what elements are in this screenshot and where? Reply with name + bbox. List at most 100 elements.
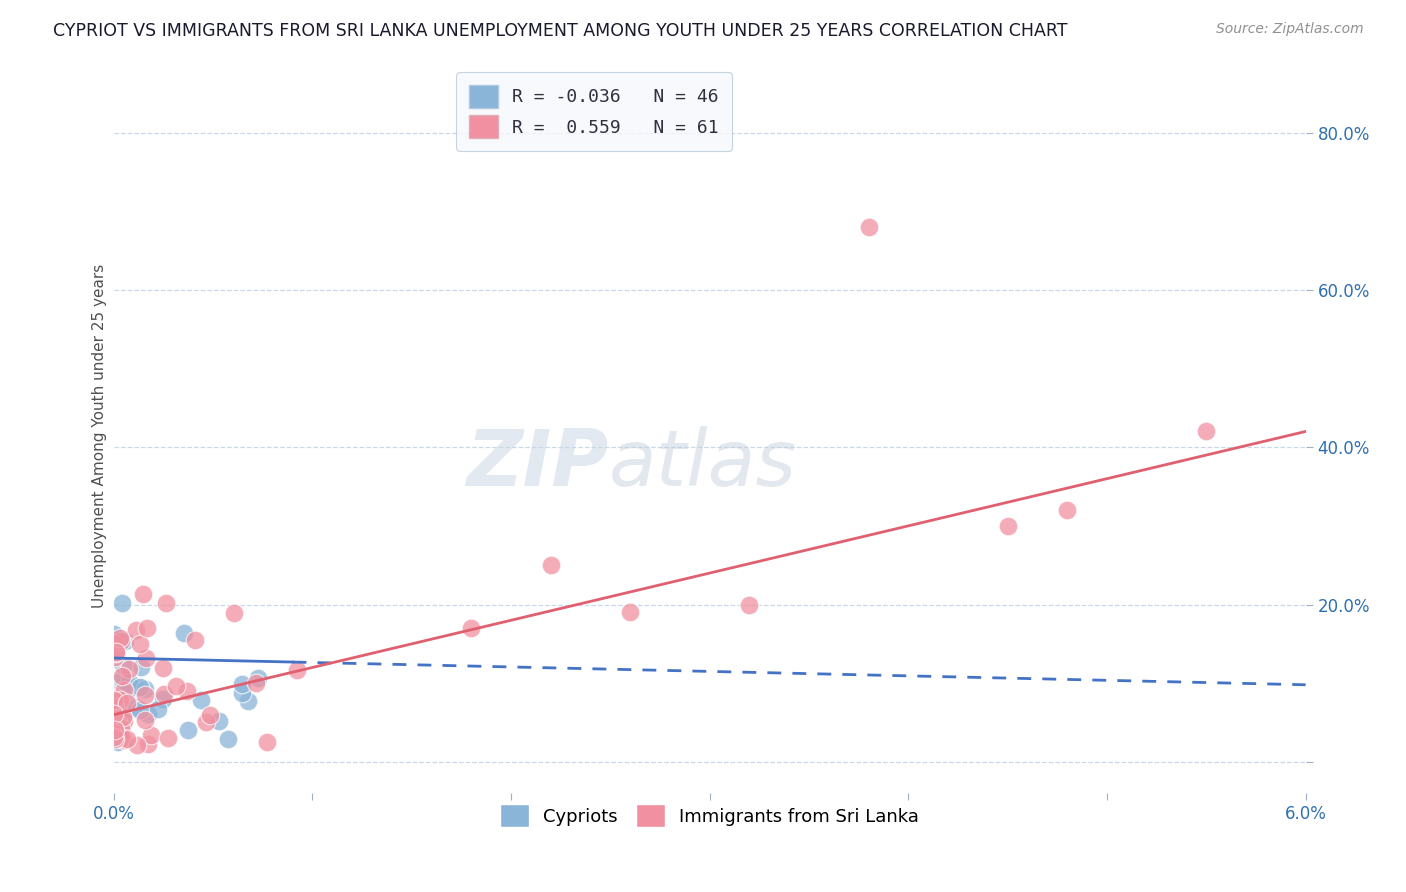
Point [103, 697, 125, 711]
Point [111, 657, 134, 672]
Y-axis label: Unemployment Among Youth under 25 years: Unemployment Among Youth under 25 years [93, 263, 107, 607]
Text: atlas: atlas [609, 426, 796, 502]
Point [141, 728, 163, 742]
Point [115, 697, 138, 711]
Text: ZIP: ZIP [467, 426, 609, 502]
Point [108, 717, 131, 731]
Point [129, 660, 152, 674]
Point [112, 679, 135, 693]
Point [111, 731, 134, 746]
Point [1056, 503, 1078, 517]
Point [127, 738, 149, 752]
Point [103, 726, 125, 740]
Point [184, 632, 207, 647]
Point [125, 700, 148, 714]
Point [115, 686, 138, 700]
Point [107, 723, 129, 738]
Point [103, 706, 125, 721]
Point [858, 219, 880, 234]
Point [103, 720, 125, 734]
Point [104, 723, 127, 737]
Point [152, 692, 174, 706]
Text: Source: ZipAtlas.com: Source: ZipAtlas.com [1216, 22, 1364, 37]
Point [104, 645, 127, 659]
Point [135, 650, 157, 665]
Point [108, 692, 131, 706]
Point [194, 715, 217, 730]
Point [1195, 425, 1218, 439]
Point [247, 671, 270, 685]
Point [114, 634, 136, 648]
Point [112, 732, 135, 747]
Point [125, 680, 148, 694]
Point [108, 728, 131, 742]
Point [217, 731, 239, 746]
Point [134, 681, 156, 696]
Point [103, 675, 125, 690]
Point [165, 679, 187, 693]
Point [540, 558, 562, 573]
Point [236, 693, 259, 707]
Point [198, 707, 221, 722]
Point [110, 711, 132, 725]
Point [129, 703, 152, 717]
Point [110, 632, 132, 646]
Point [103, 636, 125, 650]
Point [110, 721, 132, 735]
Point [997, 519, 1019, 533]
Point [107, 734, 129, 748]
Point [222, 606, 245, 620]
Point [155, 596, 177, 610]
Point [136, 737, 159, 751]
Point [152, 661, 174, 675]
Point [104, 732, 127, 747]
Point [208, 714, 231, 728]
Point [285, 663, 308, 677]
Point [231, 677, 253, 691]
Point [110, 693, 132, 707]
Point [190, 693, 212, 707]
Point [619, 606, 641, 620]
Point [177, 723, 200, 737]
Point [108, 703, 131, 717]
Point [111, 710, 134, 724]
Point [132, 587, 155, 601]
Point [103, 627, 125, 641]
Point [110, 634, 132, 648]
Point [111, 596, 134, 610]
Point [125, 624, 148, 638]
Point [136, 706, 159, 721]
Point [103, 693, 125, 707]
Point [111, 718, 134, 732]
Point [117, 674, 139, 689]
Point [117, 661, 139, 675]
Point [256, 735, 278, 749]
Point [157, 731, 180, 745]
Point [104, 712, 127, 726]
Point [103, 717, 125, 731]
Point [173, 626, 195, 640]
Point [104, 701, 127, 715]
Point [103, 632, 125, 647]
Point [103, 730, 125, 744]
Point [103, 702, 125, 716]
Point [152, 687, 174, 701]
Point [103, 724, 125, 739]
Point [104, 649, 127, 664]
Point [112, 705, 135, 719]
Point [176, 684, 198, 698]
Point [104, 715, 127, 730]
Point [738, 598, 761, 612]
Point [111, 673, 134, 687]
Point [111, 731, 134, 746]
Point [105, 646, 128, 660]
Point [136, 621, 159, 635]
Point [231, 686, 253, 700]
Legend: Cypriots, Immigrants from Sri Lanka: Cypriots, Immigrants from Sri Lanka [494, 797, 927, 834]
Point [112, 714, 135, 728]
Point [134, 713, 156, 727]
Point [129, 636, 152, 650]
Point [104, 644, 127, 658]
Point [112, 683, 135, 698]
Point [107, 718, 129, 732]
